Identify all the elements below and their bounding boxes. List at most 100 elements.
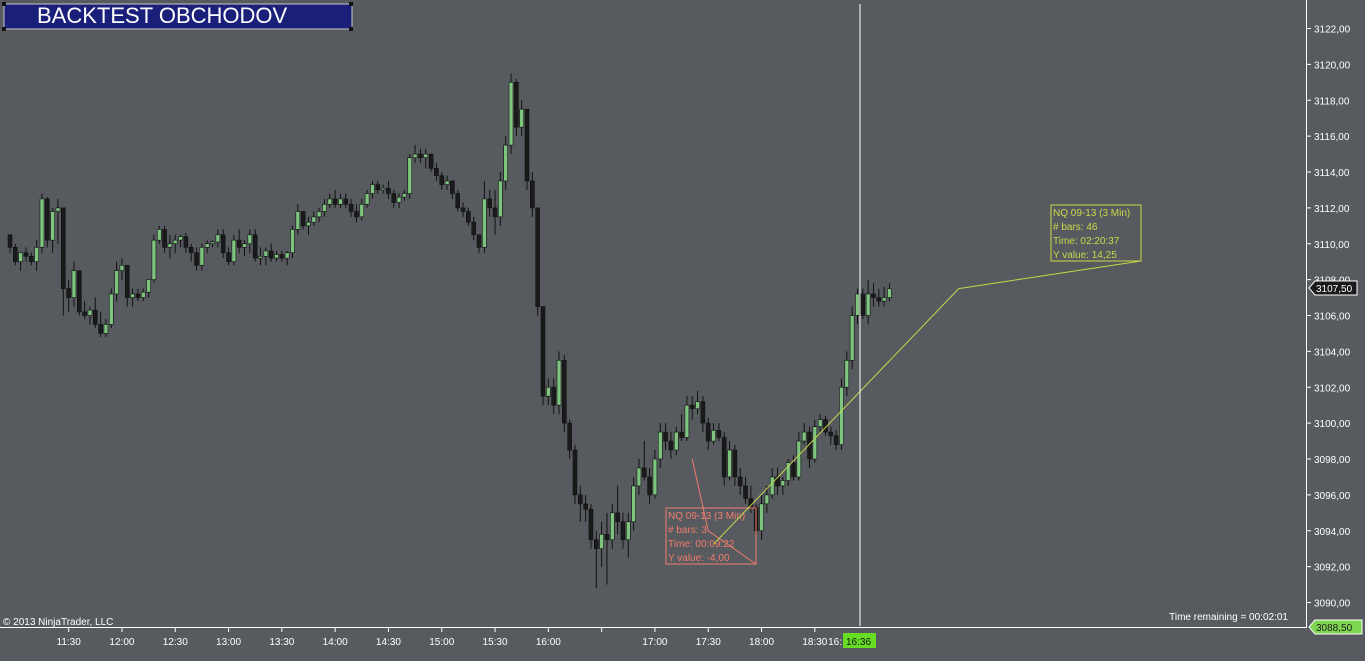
time-axis: 11:30 12:00 12:30 13:00 13:30 14:00 14:30 15:00… <box>57 627 842 648</box>
candle-body <box>546 386 551 397</box>
candle-body <box>71 270 77 298</box>
candle-body <box>407 157 413 194</box>
candle-body <box>631 485 636 523</box>
candle-body <box>705 422 711 442</box>
price-tick-label: 3096,00 <box>1314 491 1351 502</box>
candle-body <box>588 508 594 541</box>
ruler-info-line: NQ 09-13 (3 Min) <box>1053 208 1130 219</box>
candle-body <box>434 168 439 176</box>
candle-body <box>530 180 535 209</box>
candle-body <box>338 198 343 205</box>
candle-body <box>252 234 258 259</box>
candle-body <box>455 193 461 209</box>
candle-body <box>108 293 114 325</box>
price-tick-label: 3106,00 <box>1314 312 1351 323</box>
candle-body <box>476 234 482 248</box>
time-tick-label: 14:30 <box>376 637 401 648</box>
candle-body <box>23 252 29 257</box>
candle-body <box>668 440 674 451</box>
price-tick-label: 3094,00 <box>1314 527 1351 538</box>
candle-body <box>647 476 652 496</box>
time-tick-label: 11:30 <box>57 637 82 648</box>
candle-body <box>562 360 567 424</box>
candle-body <box>391 193 397 203</box>
ruler-connector <box>958 260 1142 290</box>
price-axis: 3122,00 3120,00 3118,00 3116,00 3114,00 3112,… <box>1306 25 1351 610</box>
candle-body <box>18 252 23 262</box>
time-tick-label: 18:00 <box>749 637 774 648</box>
candle-body <box>354 211 359 218</box>
candle-body <box>609 512 615 541</box>
candle-body <box>881 297 887 302</box>
red-ruler[interactable]: NQ 09-13 (3 Min) # bars: 3 Time: 00:09:22 Y… <box>665 458 757 565</box>
price-tick-label: 3112,00 <box>1314 204 1350 215</box>
candlestick-series <box>7 73 892 589</box>
crosshair-price-label: 3088,50 <box>1316 623 1353 634</box>
price-tick-label: 3104,00 <box>1314 347 1351 358</box>
candle-body <box>66 288 71 298</box>
title-box[interactable]: BACKTEST OBCHODOV <box>2 2 353 31</box>
candle-body <box>380 187 386 191</box>
candle-body <box>423 153 429 158</box>
candle-body <box>258 256 263 259</box>
time-tick-label: 16: <box>828 637 842 648</box>
candle-body <box>327 198 333 205</box>
ruler-line <box>691 458 709 531</box>
candle-body <box>60 207 66 289</box>
candle-body <box>700 401 706 424</box>
price-tick-label: 3102,00 <box>1314 383 1351 394</box>
ruler-info-line: Time: 00:09:22 <box>668 539 735 550</box>
candle-body <box>679 431 684 438</box>
candle-body <box>487 198 493 209</box>
candle-body <box>55 207 61 212</box>
candle-body <box>359 203 365 218</box>
last-price-marker: 3107,50 <box>1308 280 1358 296</box>
candle-body <box>604 534 610 541</box>
yellow-ruler[interactable]: NQ 09-13 (3 Min) # bars: 46 Time: 02:20:37… <box>713 204 1142 545</box>
price-tick-label: 3118,00 <box>1314 96 1350 107</box>
candle-body <box>135 293 141 298</box>
candle-body <box>833 435 839 445</box>
crosshair-price-marker: 3088,50 <box>1308 619 1363 635</box>
candle-body <box>769 476 775 496</box>
candle-body <box>785 462 791 481</box>
price-tick-label: 3122,00 <box>1314 25 1351 36</box>
candle-body <box>636 467 642 487</box>
candle-body <box>450 180 455 194</box>
candle-body <box>402 193 407 198</box>
candle-body <box>290 229 295 254</box>
candle-body <box>34 247 39 262</box>
candle-body <box>172 239 178 245</box>
candle-body <box>226 252 231 262</box>
candle-body <box>263 250 269 257</box>
time-tick-label: 13:00 <box>216 637 241 648</box>
candle-body <box>460 207 466 212</box>
candle-body <box>556 360 562 406</box>
ruler-connector <box>707 530 757 565</box>
candle-body <box>791 462 796 478</box>
candle-body <box>295 211 301 230</box>
candle-body <box>119 264 125 271</box>
candle-body <box>625 521 631 541</box>
candle-body <box>572 449 578 496</box>
candle-body <box>876 297 882 302</box>
time-remaining-text: Time remaining = 00:02:01 <box>1169 612 1288 623</box>
candle-body <box>578 494 583 505</box>
candle-body <box>316 211 322 218</box>
candle-body <box>274 254 279 259</box>
candle-body <box>146 279 151 293</box>
candle-body <box>87 309 93 316</box>
price-tick-label: 3098,00 <box>1314 455 1351 466</box>
candle-body <box>514 82 519 128</box>
ruler-info-line: # bars: 3 <box>668 525 707 536</box>
candle-body <box>247 234 253 245</box>
candle-body <box>300 211 306 227</box>
candle-body <box>503 144 508 182</box>
price-tick-label: 3092,00 <box>1314 563 1351 574</box>
candle-body <box>306 221 311 227</box>
candle-body <box>844 360 850 388</box>
candle-body <box>471 221 477 236</box>
candle-body <box>524 108 530 182</box>
candle-body <box>764 494 770 505</box>
